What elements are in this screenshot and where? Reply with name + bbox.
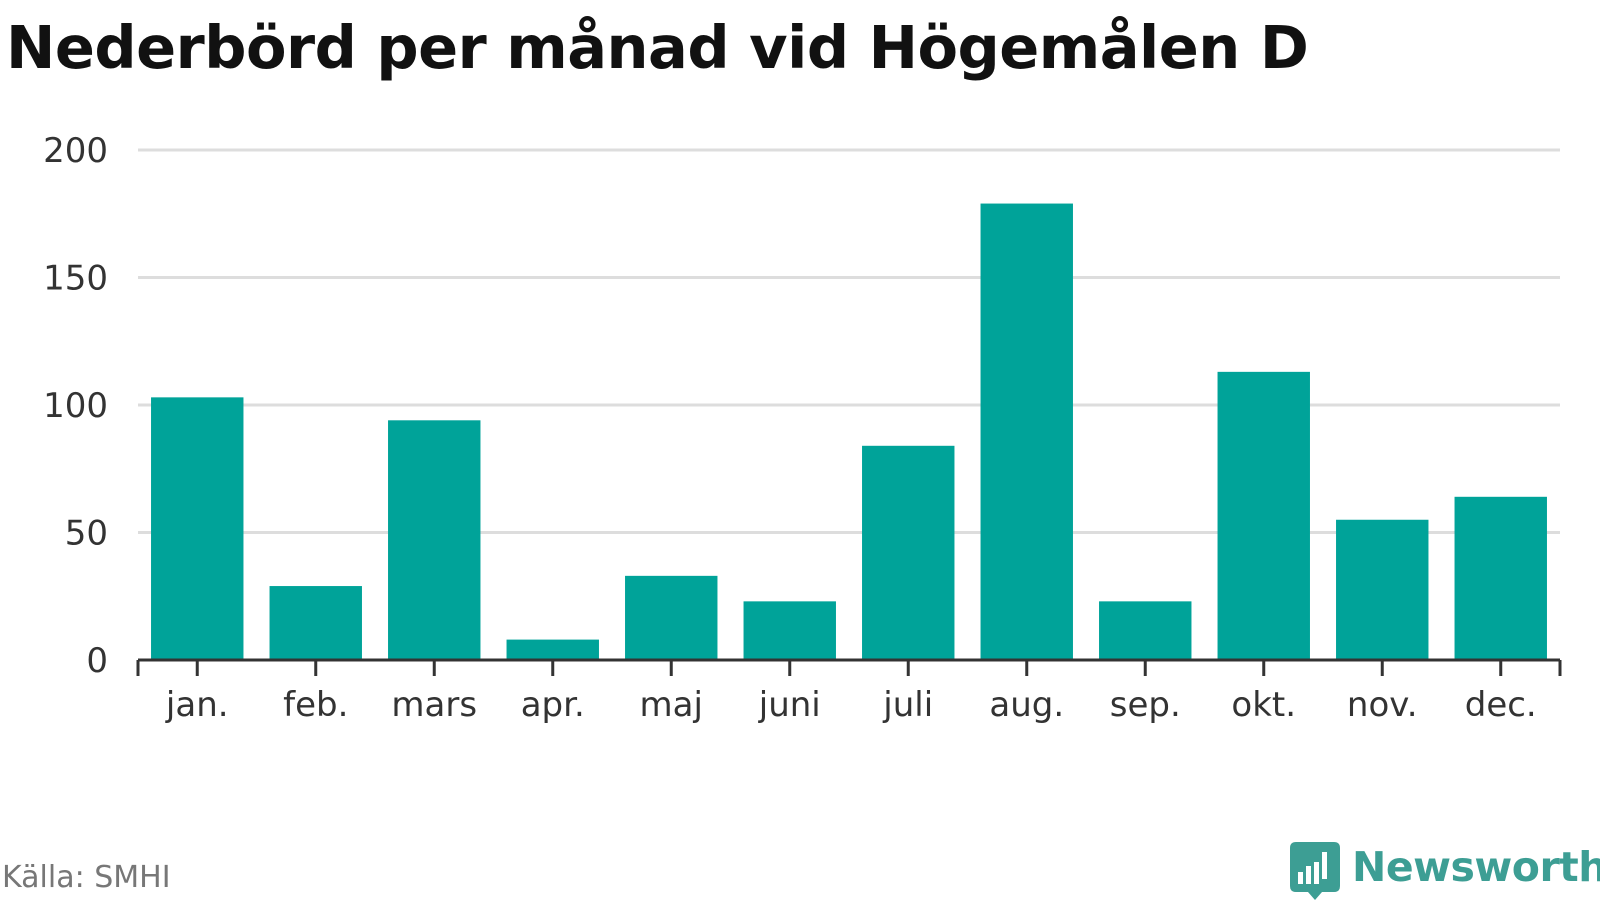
brand-logo[interactable]: Newsworthy — [1290, 842, 1600, 900]
brand-name: Newsworthy — [1352, 843, 1600, 891]
bar[interactable] — [1336, 519, 1429, 660]
y-axis-ticks: 0 50 100 150 200 — [43, 131, 108, 681]
source-note: Källa: SMHI — [2, 860, 171, 895]
y-tick-label: 200 — [43, 131, 108, 171]
y-tick-label: 100 — [43, 386, 108, 426]
bars — [151, 203, 1547, 661]
bar[interactable] — [151, 397, 244, 660]
y-tick-label: 50 — [65, 514, 108, 554]
x-tick-label: mars — [391, 685, 477, 725]
x-tick-label: aug. — [989, 685, 1064, 725]
bar[interactable] — [980, 203, 1073, 661]
y-tick-label: 150 — [43, 259, 108, 299]
x-tick-label: juli — [882, 685, 933, 725]
bar[interactable] — [1099, 601, 1192, 660]
x-tick-label: dec. — [1465, 685, 1537, 725]
x-tick-label: maj — [640, 685, 703, 725]
chart-title: Nederbörd per månad vid Högemålen D — [6, 13, 1309, 82]
grid-lines — [138, 148, 1560, 534]
x-tick-label: apr. — [521, 685, 585, 725]
y-tick-label: 0 — [86, 641, 108, 681]
bar[interactable] — [506, 639, 599, 660]
x-tick-label: jan. — [165, 685, 229, 725]
x-tick-label: nov. — [1347, 685, 1418, 725]
bar[interactable] — [1217, 371, 1310, 660]
x-tick-label: okt. — [1231, 685, 1296, 725]
bar[interactable] — [1454, 496, 1547, 660]
x-tick-label: sep. — [1110, 685, 1181, 725]
bar[interactable] — [862, 445, 955, 660]
x-axis-ticks: jan. feb. mars apr. maj juni juli aug. sep. okt. n… — [165, 685, 1537, 725]
bar[interactable] — [743, 601, 836, 660]
bar[interactable] — [269, 586, 362, 660]
x-axis — [136, 658, 1562, 676]
bar[interactable] — [388, 420, 481, 660]
x-tick-label: juni — [758, 685, 821, 725]
x-tick-label: feb. — [283, 685, 348, 725]
bar-chart-logo-icon — [1290, 842, 1340, 900]
bar[interactable] — [625, 575, 718, 660]
